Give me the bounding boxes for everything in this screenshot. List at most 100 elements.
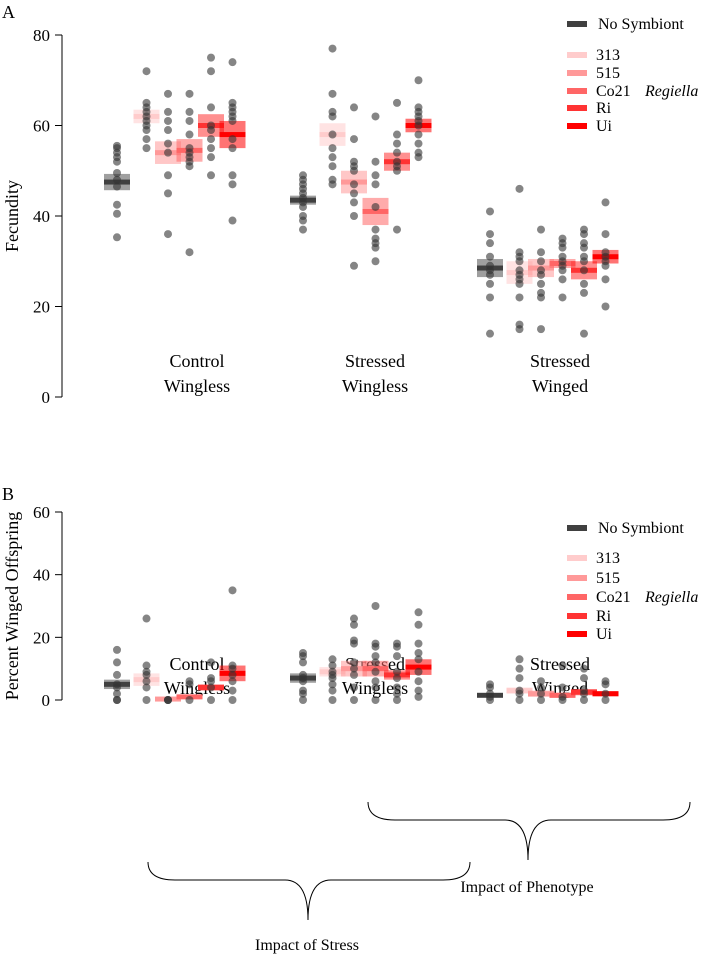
data-point <box>164 107 172 116</box>
data-point <box>580 664 588 673</box>
data-point <box>414 667 423 676</box>
y-tick-label: 0 <box>42 388 51 407</box>
data-point <box>558 243 567 252</box>
data-point <box>371 171 380 180</box>
data-point <box>371 112 380 121</box>
data-point <box>537 270 545 279</box>
brace-phenotype <box>367 801 691 861</box>
data-point <box>580 329 588 338</box>
data-point <box>486 230 494 239</box>
legend-group-label: Regiella <box>644 589 698 606</box>
y-tick-label: 40 <box>33 566 50 585</box>
data-point <box>371 225 380 234</box>
data-point <box>414 655 423 664</box>
data-point <box>142 135 151 144</box>
data-point <box>414 639 423 648</box>
data-point <box>601 680 610 689</box>
data-point <box>113 209 121 218</box>
data-point <box>350 189 358 198</box>
data-point <box>207 677 215 686</box>
brace-stress <box>147 861 471 921</box>
data-point <box>113 175 121 184</box>
data-point <box>228 180 237 189</box>
data-point <box>164 696 172 704</box>
data-point <box>299 652 307 661</box>
data-point <box>371 602 380 610</box>
x-category-label: Stressed <box>345 351 405 371</box>
data-point <box>350 135 358 144</box>
data-point <box>142 614 151 623</box>
data-point <box>164 116 172 125</box>
data-point <box>185 696 194 704</box>
data-point <box>580 279 588 288</box>
data-point <box>558 661 567 670</box>
data-point <box>486 239 494 248</box>
data-point <box>601 275 610 284</box>
data-point <box>486 696 494 704</box>
data-point <box>113 689 121 698</box>
data-point <box>537 325 545 334</box>
data-point <box>113 683 121 692</box>
data-point <box>350 103 358 112</box>
data-point <box>371 243 380 252</box>
legend-swatch <box>567 631 587 637</box>
legend-swatch <box>567 70 587 76</box>
y-tick-label: 20 <box>33 628 50 647</box>
data-point <box>299 658 307 667</box>
data-point <box>164 89 172 98</box>
data-point <box>393 148 401 157</box>
data-point <box>350 664 358 673</box>
data-point <box>414 649 423 657</box>
data-point <box>164 189 172 198</box>
data-point <box>228 171 237 180</box>
annotation-impact-of-phenotype: Impact of Phenotype <box>460 879 593 896</box>
data-point <box>185 680 194 689</box>
data-point <box>328 686 337 695</box>
data-point <box>328 130 337 139</box>
data-point <box>350 212 358 220</box>
data-point <box>580 243 588 252</box>
data-point <box>350 696 358 704</box>
data-point <box>350 198 358 207</box>
data-point <box>558 293 567 302</box>
data-point <box>414 608 423 617</box>
legend-swatch <box>567 575 587 581</box>
data-point <box>393 674 401 683</box>
data-point <box>228 586 237 595</box>
panel-label-a: A <box>2 2 15 22</box>
mean-bar <box>362 208 389 214</box>
legend-swatch <box>567 52 587 58</box>
panel-A: 0 20 40 60 80 Control Wingless Stressed Wingless… <box>33 16 698 407</box>
data-point <box>350 670 358 679</box>
data-point <box>486 252 494 261</box>
data-point <box>142 683 151 692</box>
data-point <box>328 144 337 153</box>
data-point <box>164 126 172 135</box>
legend-label: Ui <box>596 118 613 135</box>
data-point <box>207 67 215 76</box>
data-point <box>414 130 423 139</box>
data-point <box>486 683 494 692</box>
data-point <box>328 661 337 670</box>
data-point <box>515 655 524 664</box>
data-point <box>164 139 172 148</box>
data-point <box>414 692 423 701</box>
data-point <box>328 153 337 162</box>
data-point <box>350 658 358 667</box>
data-point <box>185 248 194 257</box>
legend-swatch <box>567 88 587 94</box>
data-point <box>113 658 121 667</box>
data-point <box>207 144 215 153</box>
data-point <box>601 198 610 207</box>
data-point <box>142 661 151 670</box>
data-point <box>207 53 215 62</box>
data-point <box>228 135 237 144</box>
legend-label: Co21 <box>596 589 631 606</box>
legend-label: No Symbiont <box>598 520 684 537</box>
x-category-label: Wingless <box>164 376 230 396</box>
data-point <box>207 135 215 144</box>
data-point <box>299 689 307 698</box>
data-point <box>537 683 545 692</box>
y-tick-label: 40 <box>33 207 50 226</box>
data-point <box>113 645 121 654</box>
